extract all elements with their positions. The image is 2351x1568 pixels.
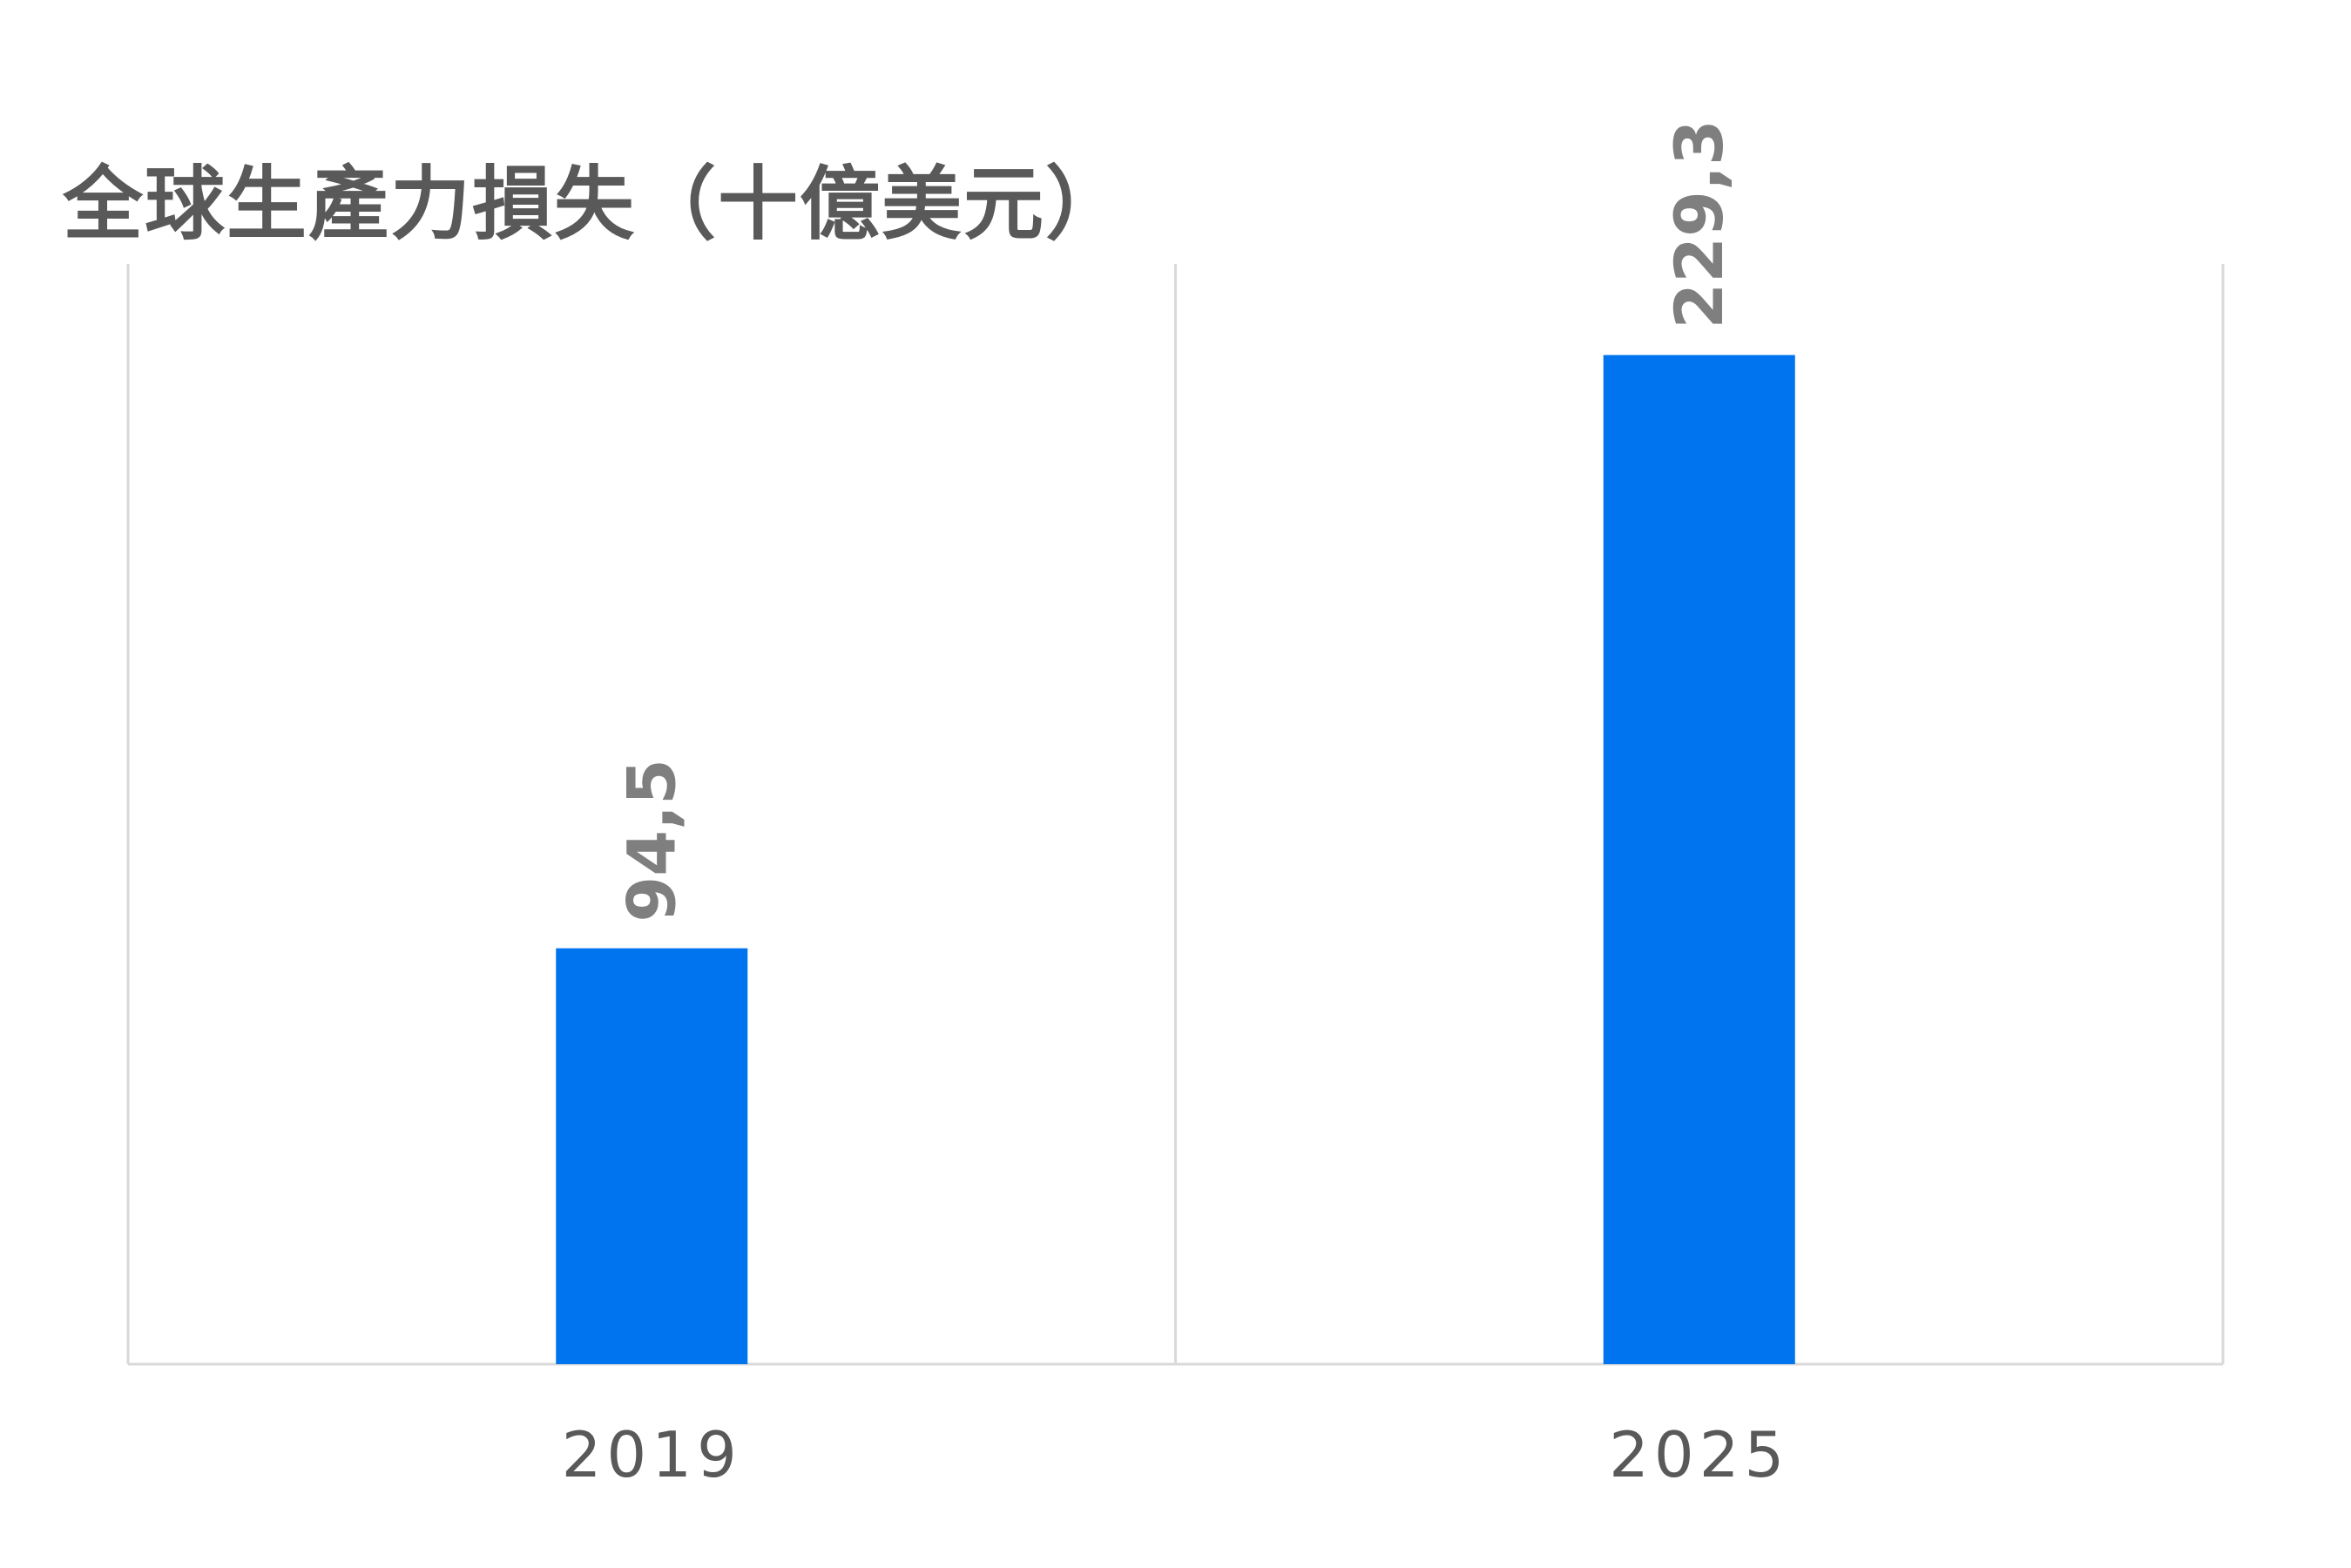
x-tick-label-2019: 2019 — [562, 1418, 742, 1491]
bar-2025 — [1603, 355, 1795, 1364]
bar-2019 — [556, 948, 748, 1364]
x-tick-label-2025: 2025 — [1609, 1418, 1789, 1491]
data-label-2019: 94,5 — [612, 759, 690, 923]
data-label-2025: 229,3 — [1660, 119, 1738, 328]
chart-title: 全球生產力損失（十億美元） — [63, 158, 1128, 251]
